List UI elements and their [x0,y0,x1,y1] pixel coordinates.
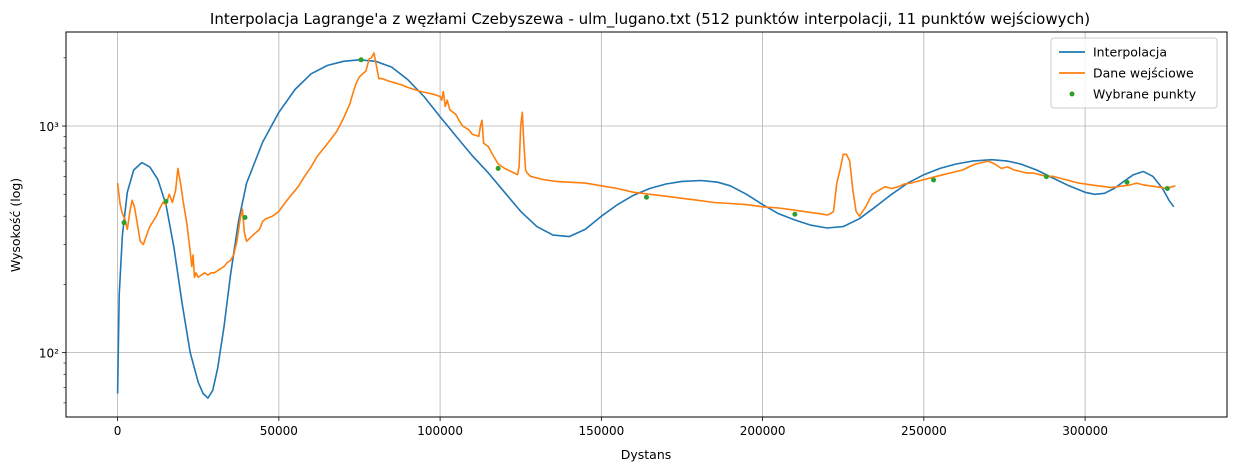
data-point [644,194,649,200]
data-point [931,177,937,183]
y-axis: 10² 10³ [39,57,66,404]
x-axis-label: Dystans [621,447,672,462]
x-tick-label: 50000 [260,424,298,438]
legend-box [1050,37,1218,109]
y-axis-label: Wysokość (log) [8,178,23,272]
legend: Interpolacja Dane wejściowe Wybrane punkty [1050,37,1218,109]
legend-swatch [1069,91,1075,97]
series-line [116,59,1175,399]
data-point [792,211,798,217]
y-tick-label: 10³ [39,120,59,134]
series-line [116,52,1176,279]
data-point [495,165,501,171]
data-point [1124,179,1130,185]
legend-label: Wybrane punkty [1093,87,1197,102]
data-point [358,57,364,63]
data-point [1164,186,1170,192]
x-axis: 0 50000 100000 150000 200000 250000 300000 [114,417,1108,438]
x-tick-label: 100000 [417,424,463,438]
x-tick-label: 250000 [901,424,947,438]
legend-label: Interpolacja [1093,45,1167,60]
legend-label: Dane wejściowe [1093,66,1194,81]
x-tick-label: 300000 [1062,424,1108,438]
x-tick-label: 200000 [740,424,786,438]
x-tick-label: 150000 [578,424,624,438]
plot-lines [116,52,1176,399]
y-tick-label: 10² [39,347,59,361]
data-point [121,220,127,226]
x-tick-label: 0 [114,424,122,438]
plot-frame [65,31,1228,418]
data-point [242,214,248,220]
data-point [1043,174,1049,180]
data-point [163,198,169,204]
chart-title: Interpolacja Lagrange'a z węzłami Czebys… [210,10,1090,29]
